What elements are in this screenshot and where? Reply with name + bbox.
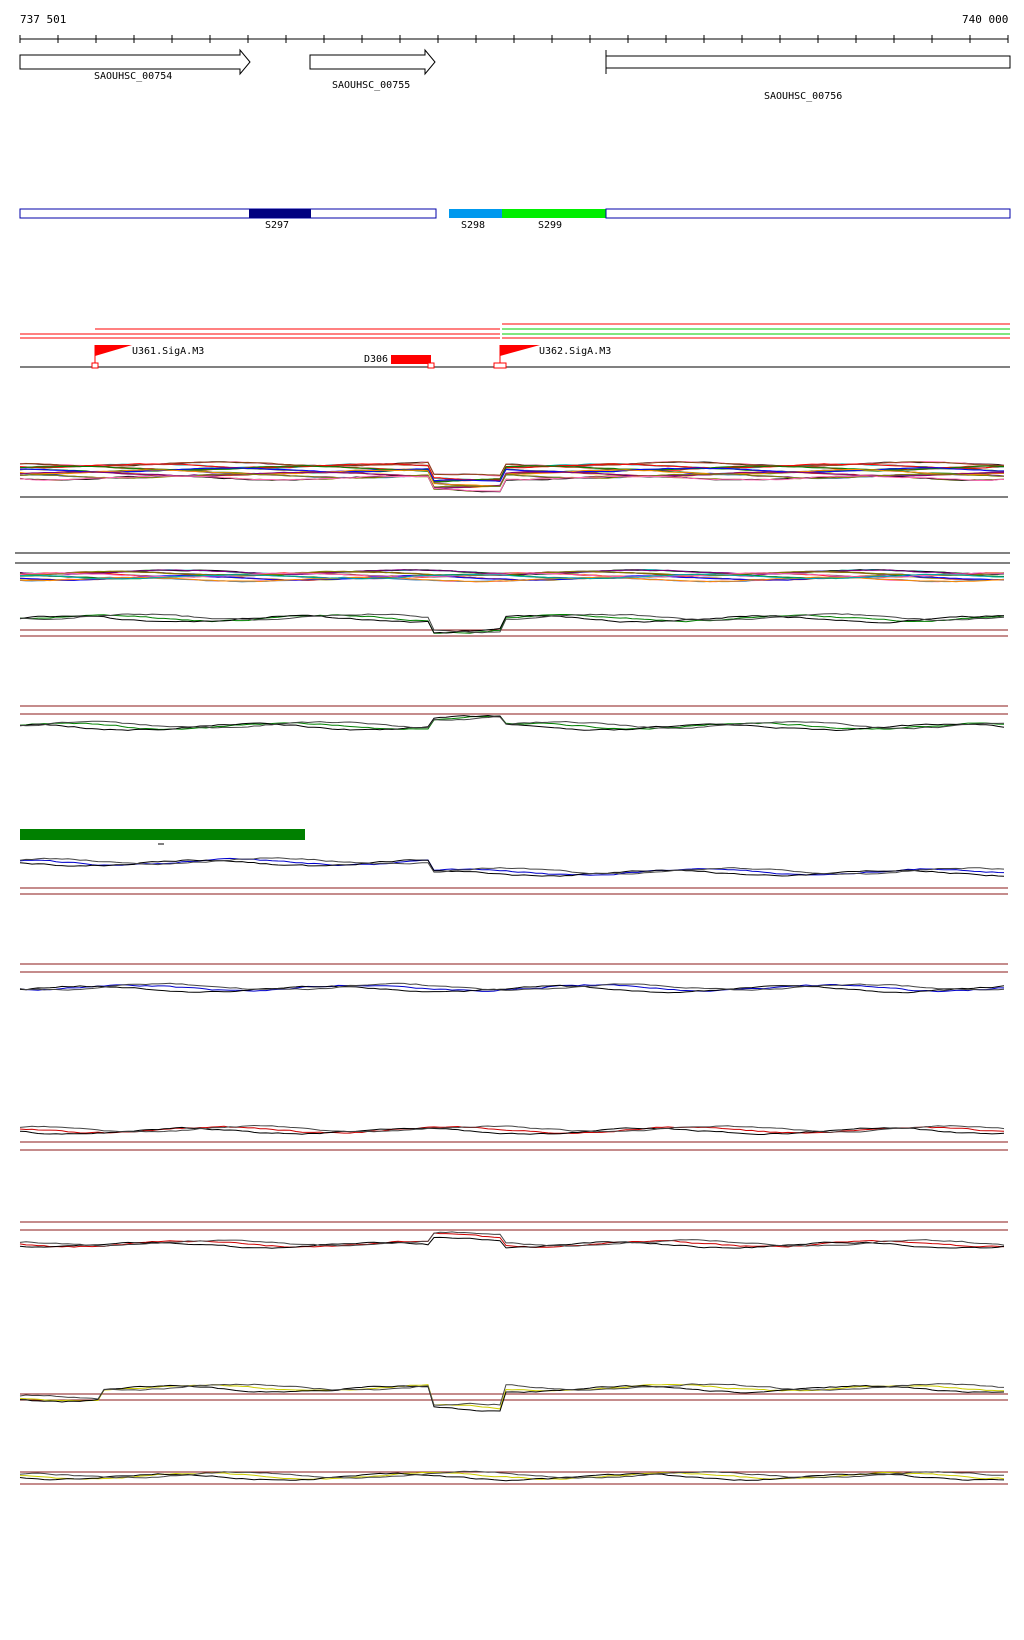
expression-curve: [19, 1232, 1005, 1248]
expression-curve: [19, 1231, 1005, 1247]
segment-label-S299: S299: [538, 220, 563, 231]
expression-curve: [19, 474, 1005, 493]
promoter-label-U362: U362.SigA.M3: [539, 346, 612, 357]
expression-curve: [19, 613, 1005, 634]
expression-curve: [19, 467, 1004, 482]
promoter-U361-icon[interactable]: [91, 345, 132, 369]
segment-track: [19, 208, 1011, 219]
gene-arrow-SAOUHSC_00755[interactable]: [309, 48, 436, 76]
segment-S299[interactable]: [502, 209, 606, 218]
expression-curve: [19, 857, 1005, 875]
coordinate-end: 740 000: [962, 13, 1009, 26]
expression-curve: [19, 859, 1005, 877]
expression-curve: [19, 715, 1005, 730]
expression-curve: [19, 469, 1005, 487]
terminator-D306-icon[interactable]: [391, 355, 435, 369]
regulatory-track: [20, 323, 1010, 369]
expression-tracks: [15, 461, 1010, 1485]
gene-label-SAOUHSC_00755: SAOUHSC_00755: [332, 80, 411, 91]
expression-curve: [19, 570, 1005, 577]
coordinate-start: 737 501: [20, 13, 67, 26]
expression-curve: [20, 1471, 1005, 1480]
promoter-U362-icon[interactable]: [493, 345, 540, 369]
expression-curve: [19, 572, 1004, 578]
segment-label-S297: S297: [265, 220, 290, 231]
expression-curve: [19, 1470, 1004, 1479]
expression-curve: [19, 984, 1005, 994]
expression-curve: [19, 1384, 1005, 1412]
gene-label-SAOUHSC_00756: SAOUHSC_00756: [764, 91, 843, 102]
segment-S298[interactable]: [449, 209, 502, 218]
terminator-label-D306: D306: [364, 354, 389, 365]
highlight-bar: [20, 829, 305, 840]
gene-track: [19, 48, 1011, 76]
expression-curve: [19, 475, 1005, 492]
gene-label-SAOUHSC_00754: SAOUHSC_00754: [94, 71, 173, 82]
promoter-label-U361: U361.SigA.M3: [132, 346, 205, 357]
expression-curve: [19, 716, 1005, 730]
segment-label-S298: S298: [461, 220, 486, 231]
expression-curve: [19, 475, 1005, 493]
expression-curve: [19, 576, 1005, 583]
expression-curve: [19, 463, 1005, 481]
expression-curve: [19, 1126, 1005, 1135]
expression-curve: [19, 982, 1005, 991]
coordinate-ruler: [19, 35, 1009, 43]
expression-curve: [19, 614, 1005, 634]
segment-S297[interactable]: [249, 209, 311, 218]
expression-curve: [19, 1124, 1005, 1133]
expression-curve: [19, 1383, 1005, 1406]
gene-box-SAOUHSC_00756[interactable]: [605, 55, 1011, 69]
expression-curve: [19, 461, 1005, 476]
expression-curve: [19, 573, 1005, 580]
gene-arrow-SAOUHSC_00754[interactable]: [19, 48, 251, 76]
expression-curve: [19, 714, 1005, 732]
expression-curve: [19, 1236, 1005, 1249]
expression-curve: [19, 614, 1005, 634]
